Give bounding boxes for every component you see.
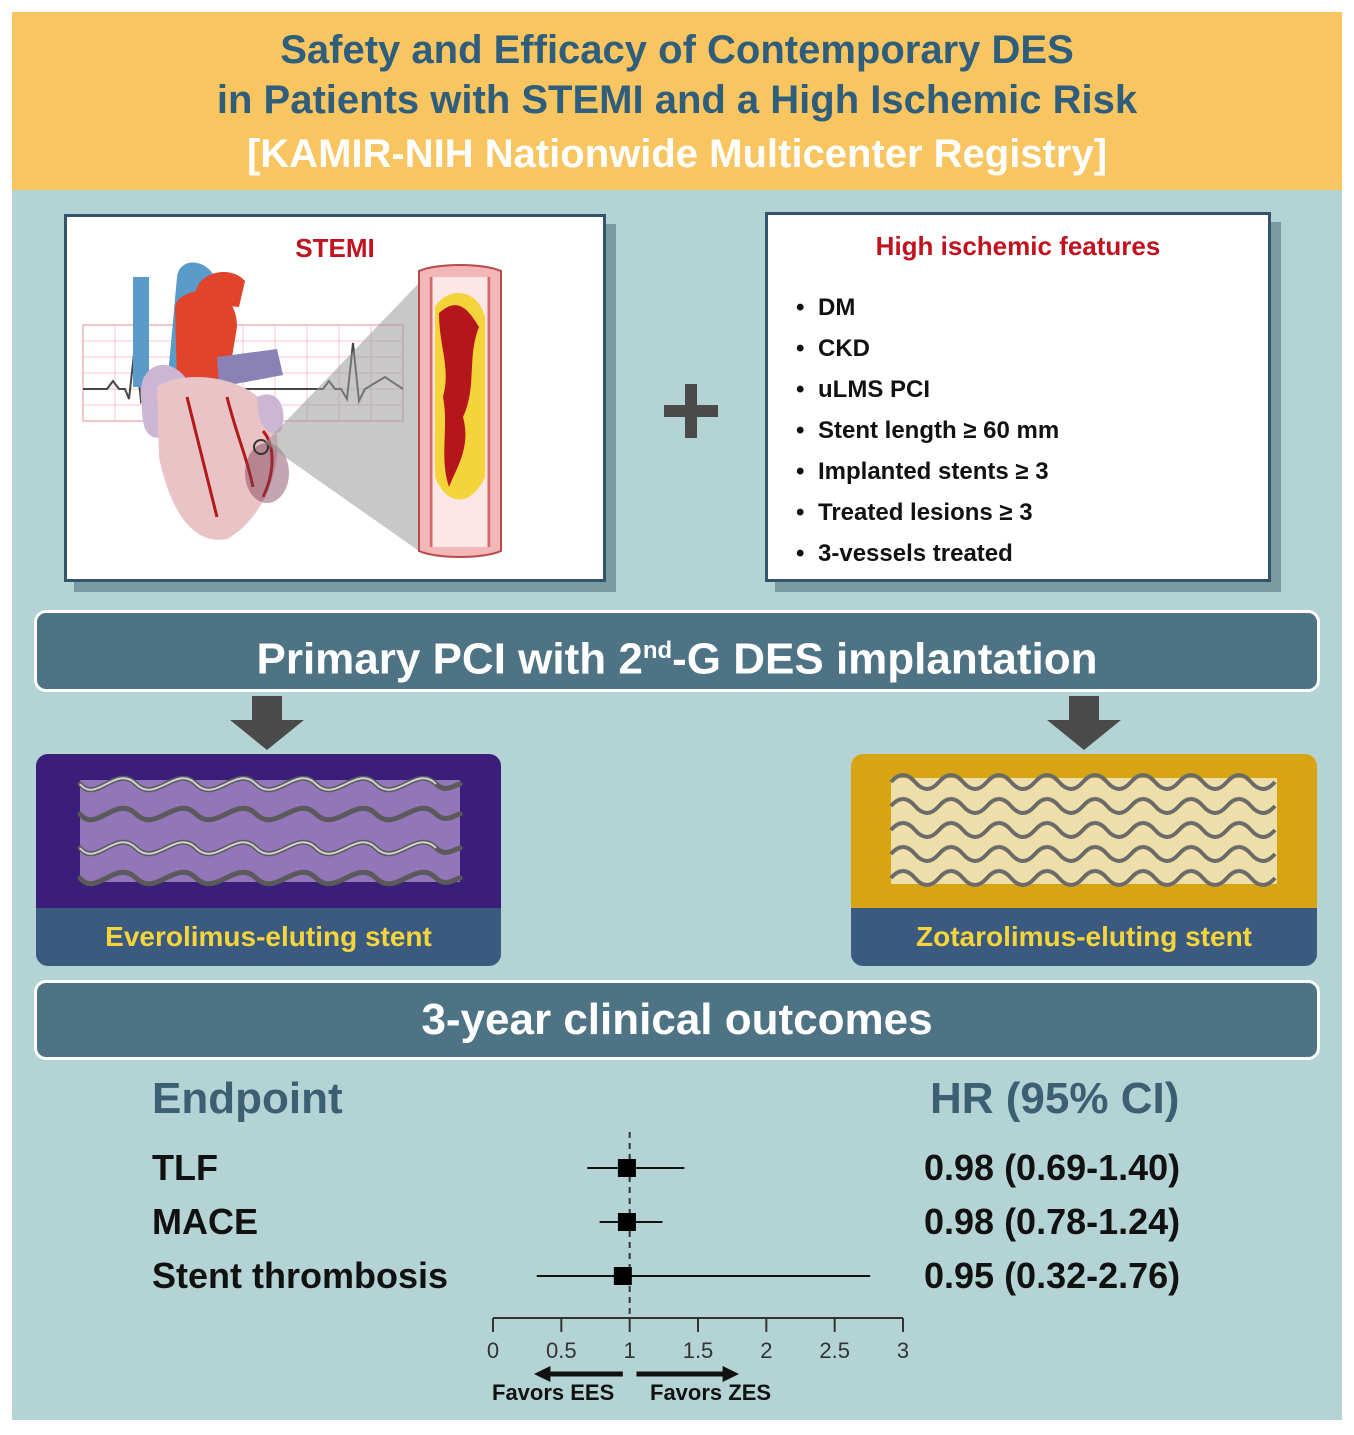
title-line-2: in Patients with STEMI and a High Ischem…: [216, 78, 1138, 122]
outcomes-bar: 3-year clinical outcomes: [34, 980, 1320, 1060]
x-tick-label: 2.5: [819, 1338, 850, 1363]
stemi-title: STEMI: [295, 233, 375, 263]
title-line-3: [KAMIR-NIH Nationwide Multicenter Regist…: [246, 132, 1108, 176]
feature-item: 3-vessels treated: [796, 533, 1059, 574]
hr-value-stent-thrombosis: 0.95 (0.32-2.76): [924, 1255, 1181, 1296]
feature-item: Implanted stents ≥ 3: [796, 451, 1059, 492]
everolimus-stent-image: [36, 754, 501, 908]
title-line-1: Safety and Efficacy of Contemporary DES: [280, 28, 1074, 72]
pci-text-after: -G DES implantation: [672, 634, 1098, 684]
features-panel: High ischemic features DM CKD uLMS PCI S…: [765, 212, 1271, 582]
heart-icon: [133, 262, 289, 540]
x-tick-label: 0: [487, 1338, 499, 1363]
feature-item: CKD: [796, 328, 1059, 369]
hr-point: [617, 1213, 636, 1231]
features-title: High ischemic features: [875, 231, 1161, 261]
x-tick-label: 2: [760, 1338, 772, 1363]
feature-item: Treated lesions ≥ 3: [796, 492, 1059, 533]
hr-value-mace: 0.98 (0.78-1.24): [924, 1201, 1181, 1242]
endpoint-label-mace: MACE: [152, 1201, 258, 1242]
hr-value-tlf: 0.98 (0.69-1.40): [924, 1147, 1181, 1188]
hr-point: [617, 1159, 636, 1177]
title-banner: Safety and Efficacy of Contemporary DES …: [12, 12, 1342, 190]
x-tick-label: 0.5: [546, 1338, 577, 1363]
favor-ees-label: Favors EES: [492, 1380, 614, 1405]
zotarolimus-stent-label: Zotarolimus-eluting stent: [851, 908, 1317, 966]
everolimus-stent-label: Everolimus-eluting stent: [36, 908, 501, 966]
hr-header: HR (95% CI): [930, 1074, 1180, 1123]
arrow-head-left-icon: [534, 1366, 551, 1382]
stemi-illustration: [82, 262, 502, 558]
stemi-panel: STEMI: [64, 214, 606, 582]
pci-text-before: Primary PCI with 2: [256, 634, 643, 684]
endpoint-label-tlf: TLF: [152, 1147, 218, 1188]
hr-point: [613, 1267, 632, 1285]
pci-sup: nd: [642, 637, 673, 664]
zoom-cone: [265, 283, 419, 551]
feature-item: uLMS PCI: [796, 369, 1059, 410]
x-tick-label: 1: [624, 1338, 636, 1363]
zes-stent-icon: [889, 773, 1277, 887]
arrow-head-right-icon: [722, 1366, 739, 1382]
endpoint-label-stent-thrombosis: Stent thrombosis: [152, 1255, 449, 1296]
feature-item: DM: [796, 287, 1059, 328]
endpoint-header: Endpoint: [152, 1074, 343, 1123]
feature-item: Stent length ≥ 60 mm: [796, 410, 1059, 451]
plus-icon: [664, 384, 718, 438]
x-tick-label: 3: [897, 1338, 909, 1363]
features-list: DM CKD uLMS PCI Stent length ≥ 60 mm Imp…: [796, 287, 1059, 574]
x-tick-label: 1.5: [683, 1338, 714, 1363]
favor-zes-label: Favors ZES: [650, 1380, 771, 1405]
artery-icon: [418, 264, 502, 558]
pci-bar: Primary PCI with 2nd-G DES implantation: [34, 610, 1320, 692]
ees-stent-icon: [77, 775, 463, 887]
zotarolimus-stent-image: [851, 754, 1317, 908]
forest-plot: 0 0.5 1 1.5 2 2.5 3 Favors EES Favors ZES: [487, 1132, 909, 1405]
infographic: Safety and Efficacy of Contemporary DES …: [12, 12, 1342, 1420]
